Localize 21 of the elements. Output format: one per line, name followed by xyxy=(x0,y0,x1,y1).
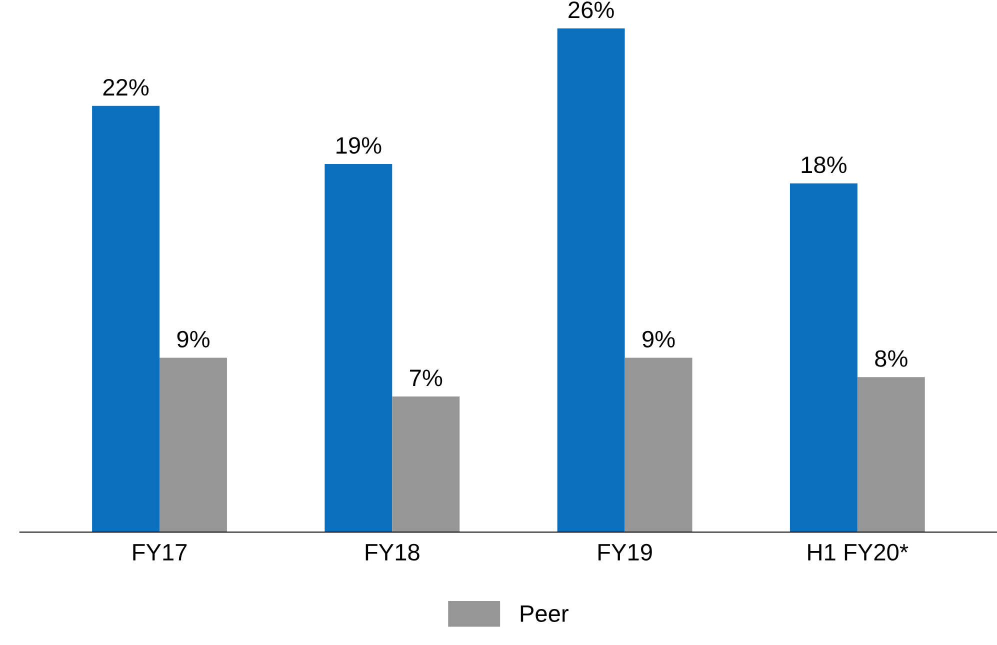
bar xyxy=(624,358,692,532)
data-label: 19% xyxy=(336,137,382,154)
bar xyxy=(557,28,625,532)
legend-label: Peer xyxy=(520,606,568,622)
x-tick-label: FY18 xyxy=(366,544,420,561)
x-tick-label: FY19 xyxy=(598,544,652,561)
data-label: 9% xyxy=(642,330,675,348)
data-label: 8% xyxy=(875,350,908,367)
data-label: 9% xyxy=(177,330,210,348)
data-label: 22% xyxy=(103,78,149,96)
bar xyxy=(92,106,160,532)
bar xyxy=(160,358,227,532)
bar xyxy=(324,164,392,532)
bar xyxy=(857,377,925,532)
bar xyxy=(790,183,858,532)
x-tick-label: FY17 xyxy=(133,544,187,560)
data-label: 26% xyxy=(568,1,614,18)
data-label: 7% xyxy=(410,370,442,386)
data-label: 18% xyxy=(802,156,846,174)
bar xyxy=(392,396,460,532)
x-tick-label: H1 FY20* xyxy=(808,544,908,561)
